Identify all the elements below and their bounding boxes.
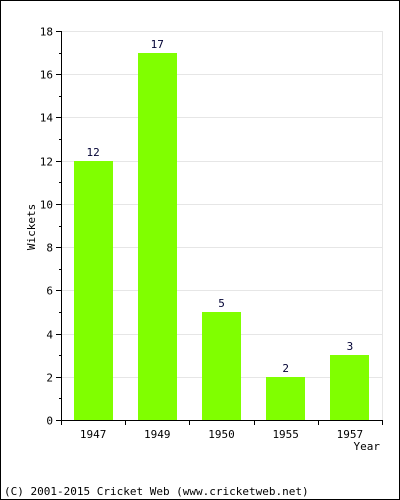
y-tick-label: 10	[40, 199, 53, 212]
copyright-notice: (C) 2001-2015 Cricket Web (www.cricketwe…	[4, 485, 309, 498]
y-tick-label: 18	[40, 26, 53, 39]
x-tick-label: 1955	[272, 428, 299, 441]
x-axis-ticks: 1947 1949 1950 1955 1957	[61, 420, 383, 441]
x-axis-title: Year	[354, 440, 381, 453]
x-tick-label: 1947	[80, 428, 107, 441]
y-tick-label: 8	[46, 242, 53, 255]
y-tick-label: 0	[46, 415, 53, 428]
bar	[266, 377, 305, 420]
bar	[330, 355, 369, 420]
bar	[74, 161, 113, 420]
y-tick-label: 16	[40, 69, 53, 82]
axes	[61, 31, 383, 421]
data-label: 12	[86, 146, 99, 159]
y-tick-label: 14	[40, 112, 54, 125]
y-axis-ticks: 0 2 4 6 8 10 12 14 16 18	[40, 26, 61, 428]
y-tick-label: 6	[46, 285, 53, 298]
x-tick-label: 1957	[337, 428, 364, 441]
x-tick-label: 1949	[144, 428, 171, 441]
bar	[138, 53, 177, 420]
data-label: 17	[151, 38, 164, 51]
y-tick-label: 2	[46, 372, 53, 385]
bars	[74, 53, 369, 420]
data-label: 3	[347, 340, 354, 353]
y-tick-label: 12	[40, 156, 53, 169]
bar	[202, 312, 241, 420]
data-labels: 12 17 5 2 3	[86, 38, 353, 375]
data-label: 2	[282, 362, 289, 375]
gridlines	[61, 31, 383, 420]
y-tick-label: 4	[46, 329, 53, 342]
data-label: 5	[218, 297, 225, 310]
x-tick-label: 1950	[208, 428, 235, 441]
y-axis-title: Wickets	[25, 204, 38, 250]
